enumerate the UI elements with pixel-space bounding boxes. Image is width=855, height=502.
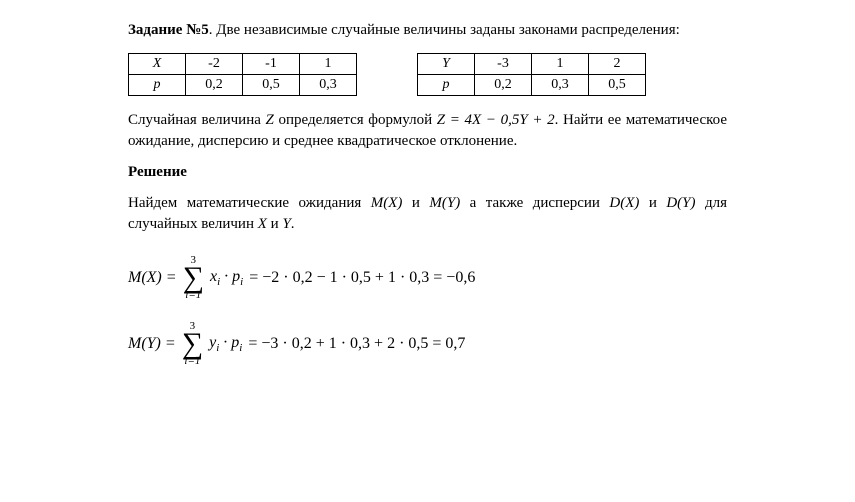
body2-dot: . — [291, 216, 295, 232]
table-x-p1: 0,5 — [243, 75, 300, 96]
body2-dy: D(Y) — [666, 195, 695, 211]
table-x-var: X — [129, 54, 186, 75]
body2-a: Найдем математические ожидания — [128, 195, 371, 211]
table-y-p1: 0,3 — [532, 75, 589, 96]
table-y: Y -3 1 2 p 0,2 0,3 0,5 — [417, 53, 646, 96]
sigma-icon: ∑ — [182, 332, 203, 356]
body2-and3: и — [271, 216, 283, 232]
body2-b: а также дисперсии — [460, 195, 609, 211]
sum-lower: i=1 — [185, 290, 201, 301]
table-row: X -2 -1 1 — [129, 54, 357, 75]
task-heading-line: Задание №5. Две независимые случайные ве… — [128, 20, 727, 41]
formula-mx: M(X) = 3 ∑ i=1 xi · pi = −2 · 0,2 − 1 · … — [128, 255, 727, 301]
body2-y: Y — [282, 216, 290, 232]
table-row: Y -3 1 2 — [418, 54, 646, 75]
table-y-var: Y — [418, 54, 475, 75]
body2-mx: M(X) — [371, 195, 403, 211]
body-paragraph-2: Найдем математические ожидания M(X) и M(… — [128, 193, 727, 235]
solution-title-line: Решение — [128, 162, 727, 183]
table-y-p2: 0,5 — [589, 75, 646, 96]
sum-lower: i=1 — [184, 356, 200, 367]
body1-formula: Z = 4X − 0,5Y + 2 — [437, 112, 555, 128]
task-title: Задание №5 — [128, 22, 209, 38]
table-x-p: p — [129, 75, 186, 96]
table-x-p2: 0,3 — [300, 75, 357, 96]
formula-my-lhs: M(Y) = — [128, 335, 176, 353]
table-y-p0: 0,2 — [475, 75, 532, 96]
body2-and2: и — [639, 195, 666, 211]
table-x-h1: -1 — [243, 54, 300, 75]
table-x-h0: -2 — [186, 54, 243, 75]
sigma-icon: ∑ — [183, 266, 204, 290]
formula-my-term: yi · pi — [209, 334, 242, 354]
formula-mx-rhs: = −2 · 0,2 − 1 · 0,5 + 1 · 0,3 = −0,6 — [249, 269, 475, 287]
table-x-h2: 1 — [300, 54, 357, 75]
document-page: Задание №5. Две независимые случайные ве… — [0, 0, 855, 393]
sum-symbol-block: 3 ∑ i=1 — [182, 321, 203, 367]
table-x: X -2 -1 1 p 0,2 0,5 0,3 — [128, 53, 357, 96]
formula-mx-term: xi · pi — [210, 268, 243, 288]
intro-text: . Две независимые случайные величины зад… — [209, 22, 680, 38]
body1-b: определяется формулой — [274, 112, 437, 128]
body2-my: M(Y) — [429, 195, 460, 211]
sum-symbol-block: 3 ∑ i=1 — [183, 255, 204, 301]
body2-dx: D(X) — [609, 195, 639, 211]
table-row: p 0,2 0,5 0,3 — [129, 75, 357, 96]
body1-a: Случайная величина — [128, 112, 266, 128]
table-y-h0: -3 — [475, 54, 532, 75]
body2-x: X — [258, 216, 271, 232]
table-y-h1: 1 — [532, 54, 589, 75]
distribution-tables: X -2 -1 1 p 0,2 0,5 0,3 Y -3 1 2 p 0,2 — [128, 53, 727, 96]
body-paragraph-1: Случайная величина Z определяется формул… — [128, 110, 727, 152]
table-y-p: p — [418, 75, 475, 96]
body2-and: и — [402, 195, 429, 211]
table-y-h2: 2 — [589, 54, 646, 75]
formula-my: M(Y) = 3 ∑ i=1 yi · pi = −3 · 0,2 + 1 · … — [128, 321, 727, 367]
formula-mx-lhs: M(X) = — [128, 269, 177, 287]
table-row: p 0,2 0,3 0,5 — [418, 75, 646, 96]
body1-z: Z — [266, 112, 274, 128]
table-x-p0: 0,2 — [186, 75, 243, 96]
solution-title: Решение — [128, 164, 187, 180]
formula-my-rhs: = −3 · 0,2 + 1 · 0,3 + 2 · 0,5 = 0,7 — [248, 335, 465, 353]
